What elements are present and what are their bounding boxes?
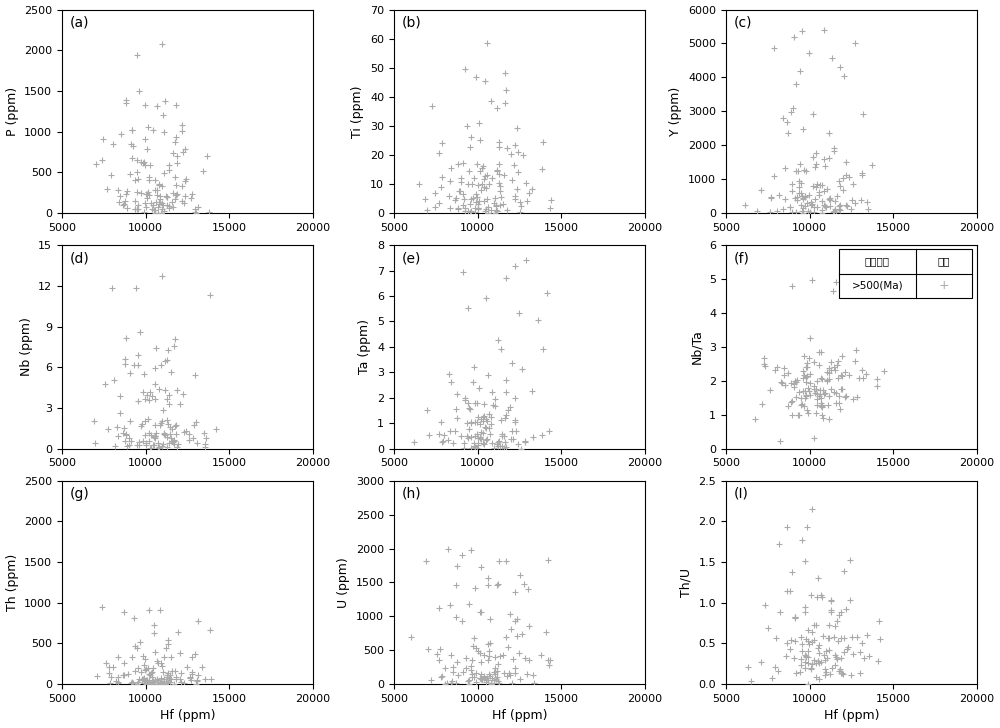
Y-axis label: P (ppm): P (ppm): [6, 87, 19, 136]
Text: (I): (I): [733, 487, 748, 501]
X-axis label: Hf (ppm): Hf (ppm): [492, 710, 547, 722]
Y-axis label: Ta (ppm): Ta (ppm): [358, 320, 371, 374]
Text: (a): (a): [69, 16, 89, 30]
Text: (f): (f): [733, 251, 749, 265]
Text: (d): (d): [69, 251, 89, 265]
Text: 锇石年龄: 锇石年龄: [865, 256, 890, 266]
Y-axis label: Th (ppm): Th (ppm): [6, 554, 19, 611]
Y-axis label: Nb/Ta: Nb/Ta: [690, 330, 703, 364]
Text: +: +: [939, 280, 949, 293]
Bar: [839, 249, 972, 298]
Text: >500(Ma): >500(Ma): [852, 281, 903, 290]
X-axis label: Hf (ppm): Hf (ppm): [824, 710, 879, 722]
Text: (b): (b): [401, 16, 421, 30]
X-axis label: Hf (ppm): Hf (ppm): [160, 710, 215, 722]
Y-axis label: Ti (ppm): Ti (ppm): [351, 85, 364, 138]
Text: (c): (c): [733, 16, 752, 30]
Y-axis label: Y (ppm): Y (ppm): [669, 87, 682, 136]
Y-axis label: Nb (ppm): Nb (ppm): [20, 317, 33, 376]
Text: 图例: 图例: [938, 256, 950, 266]
Text: (e): (e): [401, 251, 421, 265]
Y-axis label: Th/U: Th/U: [680, 568, 693, 597]
Text: (g): (g): [69, 487, 89, 501]
Y-axis label: U (ppm): U (ppm): [337, 557, 350, 608]
Text: (h): (h): [401, 487, 421, 501]
